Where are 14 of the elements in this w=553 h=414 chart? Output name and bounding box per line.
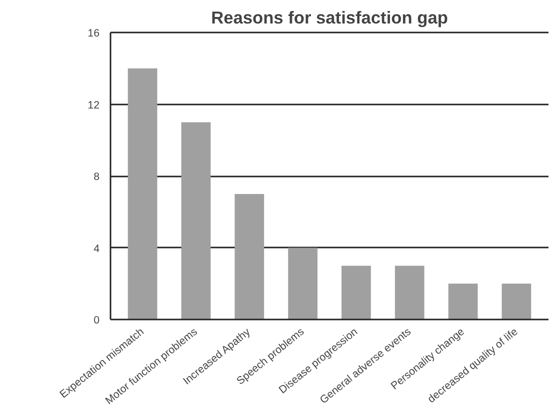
y-tick-label: 8	[94, 171, 100, 183]
bar	[394, 266, 424, 320]
chart-title: Reasons for satisfaction gap	[211, 8, 448, 28]
bar	[128, 68, 158, 320]
bar	[448, 284, 478, 320]
bar	[288, 248, 318, 320]
y-tick-label: 12	[88, 99, 100, 112]
bar	[234, 194, 264, 320]
bar	[342, 266, 371, 320]
y-tick-label: 4	[94, 242, 100, 255]
bar	[502, 284, 532, 320]
y-tick-label: 16	[88, 28, 100, 40]
y-tick-label: 0	[94, 314, 100, 326]
bar	[181, 122, 211, 320]
